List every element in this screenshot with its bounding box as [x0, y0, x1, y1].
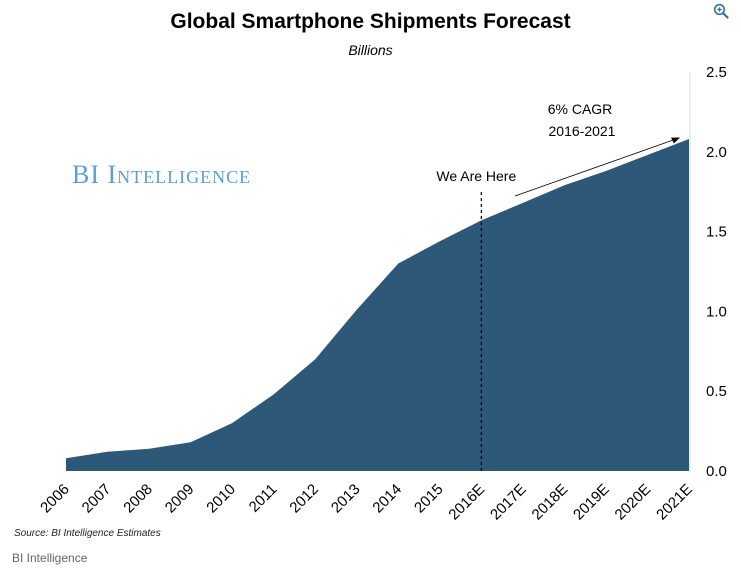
y-tick-label: 2.0 [706, 144, 727, 161]
x-tick-label: 2013 [328, 481, 364, 517]
y-tick-label: 1.0 [706, 303, 727, 320]
x-tick-label: 2011 [246, 481, 281, 516]
x-tick-label: 2016E [445, 481, 488, 524]
x-tick-label: 2010 [203, 481, 239, 517]
area-series [66, 139, 689, 471]
y-tick-label: 0.5 [706, 383, 727, 400]
x-tick-label: 2020E [612, 481, 655, 524]
source-note: Source: BI Intelligence Estimates [14, 528, 161, 539]
x-tick-label: 2007 [79, 481, 115, 517]
cagr-arrow [514, 138, 677, 197]
x-tick-label: 2018E [529, 481, 572, 524]
y-tick-label: 2.5 [706, 64, 727, 81]
x-tick-label: 2021E [653, 481, 696, 524]
x-tick-label: 2019E [570, 481, 613, 524]
x-tick-label: 2006 [37, 481, 73, 517]
y-tick-labels: 0.0 0.5 1.0 1.5 2.0 2.5 [706, 64, 727, 480]
cagr-label-line1: 6% CAGR [548, 101, 613, 117]
annotation-layer: We Are Here 6% CAGR 2016-2021 [436, 101, 680, 197]
footer-brand: BI Intelligence [12, 551, 88, 565]
x-tick-label: 2008 [120, 481, 156, 517]
x-tick-label: 2014 [369, 481, 405, 517]
watermark-logo: BI Intelligence [72, 160, 252, 189]
cagr-label-line2: 2016-2021 [549, 123, 616, 139]
zoom-in-icon[interactable] [713, 3, 729, 19]
y-tick-label: 1.5 [706, 224, 727, 241]
cagr-arrowhead [671, 137, 680, 144]
chart-title: Global Smartphone Shipments Forecast [170, 10, 571, 33]
x-tick-label: 2009 [162, 481, 198, 517]
chart-subtitle: Billions [348, 42, 393, 58]
y-tick-label: 0.0 [706, 463, 727, 480]
area-layer [66, 139, 689, 471]
x-tick-label: 2012 [286, 481, 322, 517]
x-tick-label: 2017E [487, 481, 530, 524]
we-are-here-label: We Are Here [436, 168, 516, 184]
x-tick-label: 2015 [411, 481, 447, 517]
x-tick-labels: 2006 2007 2008 2009 2010 2011 2012 2013 2014 2015… [37, 481, 696, 524]
